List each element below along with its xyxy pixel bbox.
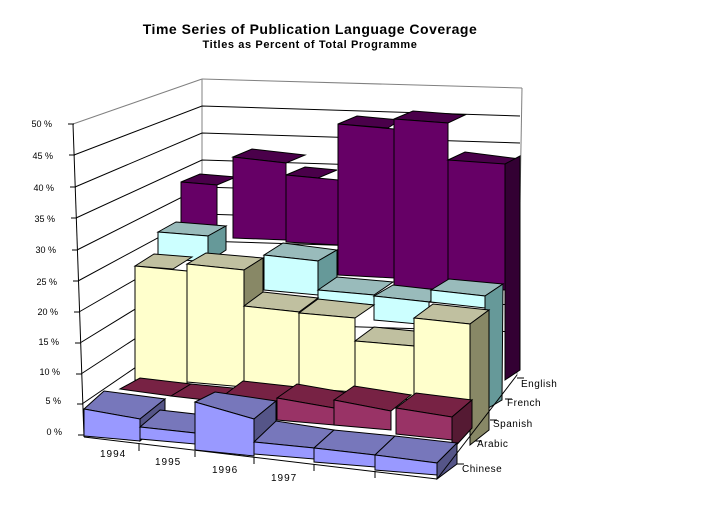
svg-text:English: English — [521, 379, 557, 390]
svg-text:25 %: 25 % — [36, 277, 57, 287]
series-french — [156, 221, 505, 411]
svg-text:Arabic: Arabic — [477, 439, 508, 450]
chart-subtitle: Titles as Percent of Total Programme — [202, 39, 418, 51]
svg-text:Spanish: Spanish — [493, 419, 533, 430]
svg-text:Chinese: Chinese — [462, 464, 502, 475]
svg-text:1996: 1996 — [212, 465, 238, 476]
svg-text:10 %: 10 % — [39, 367, 60, 377]
series-english — [180, 110, 521, 381]
svg-text:30 %: 30 % — [35, 245, 56, 255]
svg-text:45 %: 45 % — [32, 151, 53, 161]
svg-text:1994: 1994 — [100, 449, 126, 460]
svg-text:15 %: 15 % — [38, 337, 59, 347]
svg-text:35 %: 35 % — [34, 214, 55, 224]
svg-text:40 %: 40 % — [33, 183, 54, 193]
svg-text:1997: 1997 — [271, 473, 297, 484]
floor-edges — [83, 374, 524, 480]
svg-text:1995: 1995 — [155, 457, 181, 468]
x-axis-labels: 1994 1995 1996 1997 — [100, 449, 297, 484]
y-axis-ticks — [68, 123, 84, 436]
series-axis-labels: English French Spanish Arabic Chinese — [462, 379, 557, 475]
svg-text:5 %: 5 % — [45, 396, 61, 406]
svg-text:French: French — [507, 398, 541, 409]
svg-text:50 %: 50 % — [31, 119, 52, 129]
svg-text:0 %: 0 % — [46, 427, 62, 437]
crop-mask — [260, 481, 460, 523]
y-axis-labels: 0 % 5 % 10 % 15 % 20 % 25 % 30 % 35 % 40… — [31, 119, 62, 437]
chart-title: Time Series of Publication Language Cove… — [142, 21, 478, 37]
series-chinese — [82, 390, 459, 480]
svg-text:20 %: 20 % — [37, 307, 58, 317]
